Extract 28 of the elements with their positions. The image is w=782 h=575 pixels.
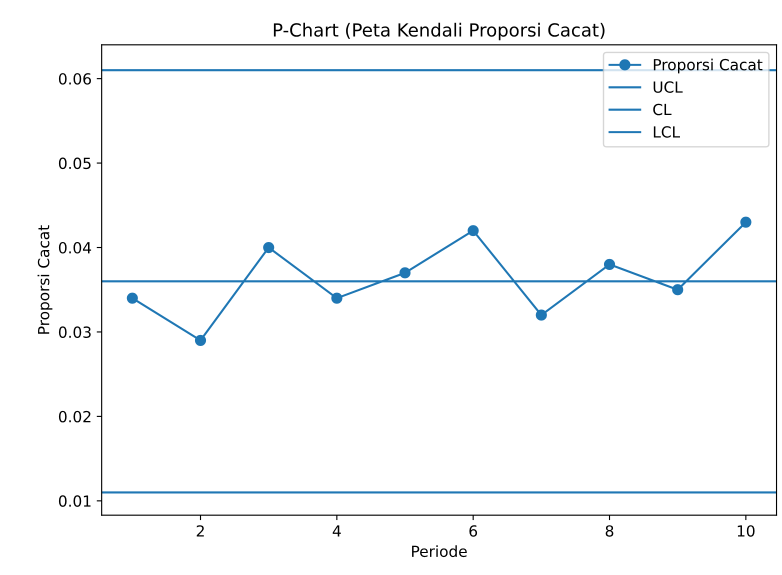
point (126, 292, 138, 304)
y-tick-label: 0.06 (58, 73, 91, 85)
chart-title: P-Chart (Peta Kendali Proporsi Cacat) (274, 22, 605, 40)
x-tick-label: 4 (332, 525, 341, 537)
x-tick-label: 6 (469, 525, 478, 537)
point (740, 216, 752, 228)
point (672, 284, 684, 296)
legend-label: LCL (654, 126, 680, 138)
point (468, 225, 479, 236)
x-tick-label: 10 (738, 525, 755, 537)
point (263, 242, 274, 254)
y-tick-label: 0.01 (58, 495, 91, 507)
x-tick-label: 2 (196, 525, 204, 537)
y-tick-label: 0.05 (58, 158, 91, 170)
point (536, 310, 547, 321)
point (331, 292, 342, 304)
point (399, 267, 411, 278)
point (194, 334, 206, 346)
y-tick-label: 0.02 (58, 410, 90, 422)
legend-label: Proporsi Cacat (654, 58, 762, 74)
legend-label: UCL (654, 81, 683, 93)
legend-label: CL (653, 104, 672, 116)
y-axis-title: Proporsi Cacat (38, 225, 52, 334)
y-tick-label: 0.04 (58, 242, 92, 254)
x-axis-title: Periode (412, 545, 467, 558)
point (604, 258, 616, 270)
y-tick-label: 0.03 (58, 326, 91, 338)
x-tick-label: 8 (606, 525, 614, 537)
